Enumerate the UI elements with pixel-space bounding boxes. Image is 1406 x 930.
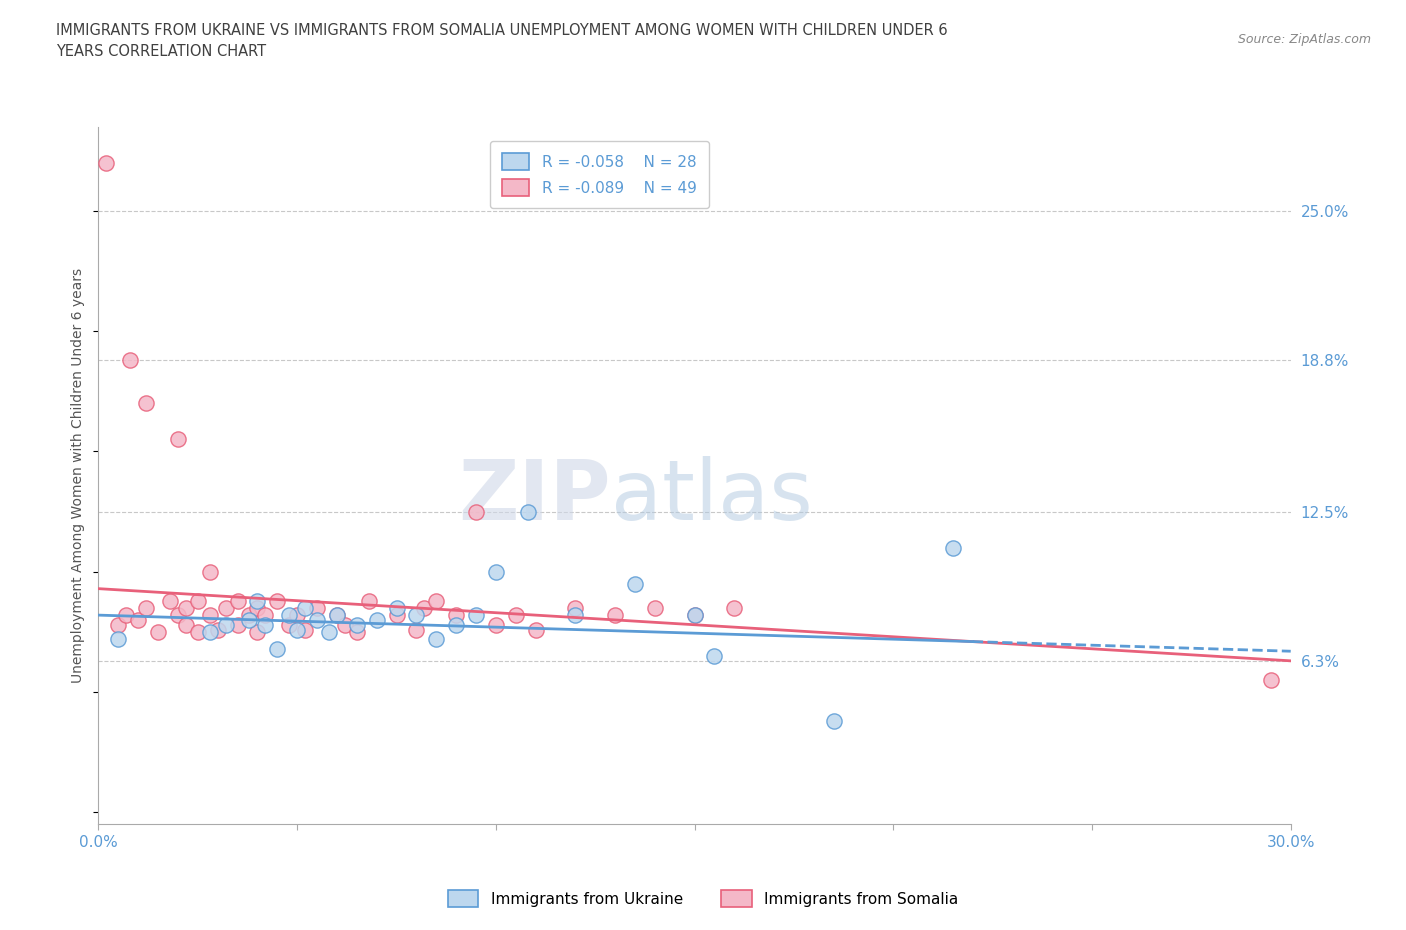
Point bbox=[278, 618, 301, 632]
Point bbox=[385, 607, 408, 622]
Point bbox=[107, 631, 129, 646]
Point bbox=[683, 607, 706, 622]
Point bbox=[198, 607, 221, 622]
Text: ZIP: ZIP bbox=[458, 456, 612, 537]
Legend: Immigrants from Ukraine, Immigrants from Somalia: Immigrants from Ukraine, Immigrants from… bbox=[441, 884, 965, 913]
Point bbox=[333, 618, 356, 632]
Point bbox=[624, 577, 647, 591]
Point bbox=[294, 601, 316, 616]
Point bbox=[174, 618, 197, 632]
Point bbox=[246, 625, 269, 640]
Y-axis label: Unemployment Among Women with Children Under 6 years: Unemployment Among Women with Children U… bbox=[72, 268, 86, 684]
Point bbox=[226, 593, 249, 608]
Point bbox=[167, 432, 190, 447]
Point bbox=[444, 607, 467, 622]
Point bbox=[603, 607, 626, 622]
Point bbox=[146, 625, 169, 640]
Point bbox=[120, 352, 142, 367]
Point bbox=[326, 607, 349, 622]
Point bbox=[266, 593, 288, 608]
Point bbox=[135, 601, 157, 616]
Point bbox=[357, 593, 380, 608]
Point bbox=[135, 396, 157, 411]
Point bbox=[366, 613, 388, 628]
Point bbox=[346, 625, 368, 640]
Point bbox=[405, 607, 427, 622]
Text: atlas: atlas bbox=[612, 456, 813, 537]
Legend: R = -0.058    N = 28, R = -0.089    N = 49: R = -0.058 N = 28, R = -0.089 N = 49 bbox=[489, 141, 709, 208]
Point bbox=[465, 504, 488, 519]
Point bbox=[305, 613, 328, 628]
Point bbox=[278, 607, 301, 622]
Point bbox=[444, 618, 467, 632]
Point bbox=[159, 593, 181, 608]
Point bbox=[823, 713, 845, 728]
Point bbox=[187, 625, 209, 640]
Point bbox=[318, 625, 340, 640]
Point bbox=[115, 607, 138, 622]
Point bbox=[285, 622, 308, 637]
Point bbox=[214, 618, 236, 632]
Point bbox=[425, 631, 447, 646]
Point bbox=[413, 601, 436, 616]
Point bbox=[644, 601, 666, 616]
Point bbox=[465, 607, 488, 622]
Point bbox=[214, 601, 236, 616]
Point bbox=[425, 593, 447, 608]
Point bbox=[266, 642, 288, 657]
Point bbox=[703, 648, 725, 663]
Point bbox=[167, 607, 190, 622]
Point bbox=[326, 607, 349, 622]
Text: Source: ZipAtlas.com: Source: ZipAtlas.com bbox=[1237, 33, 1371, 46]
Point bbox=[405, 622, 427, 637]
Point bbox=[107, 618, 129, 632]
Point bbox=[207, 622, 229, 637]
Point bbox=[246, 593, 269, 608]
Point bbox=[524, 622, 547, 637]
Point bbox=[294, 622, 316, 637]
Point bbox=[174, 601, 197, 616]
Point bbox=[254, 607, 277, 622]
Point bbox=[505, 607, 527, 622]
Point bbox=[305, 601, 328, 616]
Point bbox=[564, 607, 586, 622]
Point bbox=[96, 155, 118, 170]
Point bbox=[564, 601, 586, 616]
Point bbox=[723, 601, 745, 616]
Point bbox=[1260, 672, 1282, 687]
Point bbox=[516, 504, 538, 519]
Point bbox=[198, 625, 221, 640]
Point bbox=[238, 613, 260, 628]
Point bbox=[285, 607, 308, 622]
Point bbox=[385, 601, 408, 616]
Point bbox=[238, 607, 260, 622]
Point bbox=[127, 613, 149, 628]
Point bbox=[683, 607, 706, 622]
Point bbox=[254, 618, 277, 632]
Point bbox=[246, 601, 269, 616]
Point bbox=[346, 618, 368, 632]
Point bbox=[187, 593, 209, 608]
Point bbox=[226, 618, 249, 632]
Point bbox=[485, 618, 508, 632]
Point bbox=[485, 565, 508, 579]
Text: IMMIGRANTS FROM UKRAINE VS IMMIGRANTS FROM SOMALIA UNEMPLOYMENT AMONG WOMEN WITH: IMMIGRANTS FROM UKRAINE VS IMMIGRANTS FR… bbox=[56, 23, 948, 60]
Point bbox=[942, 540, 965, 555]
Point bbox=[198, 565, 221, 579]
